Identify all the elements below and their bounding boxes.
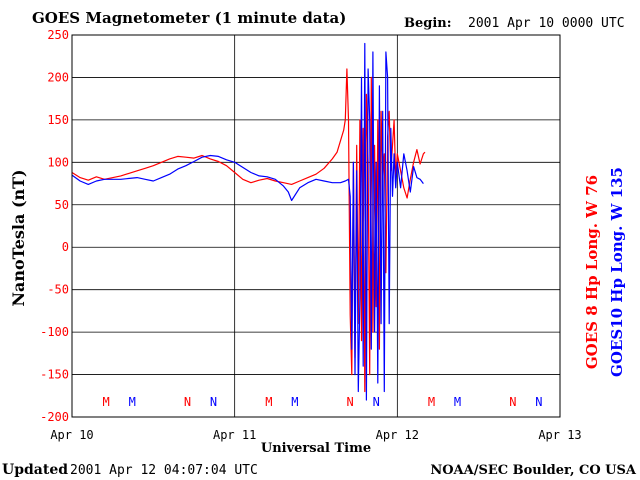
grid bbox=[72, 35, 560, 417]
marker-m: M bbox=[265, 395, 272, 409]
x-tick-label: Apr 11 bbox=[213, 428, 256, 442]
marker-n: N bbox=[210, 395, 217, 409]
updated-value: 2001 Apr 12 04:07:04 UTC bbox=[70, 463, 258, 478]
plot-frame bbox=[71, 34, 561, 418]
y-tick-labels: 250 200 150 100 50 0 -50 -100 -150 -200 bbox=[40, 28, 69, 424]
marker-n: N bbox=[373, 395, 380, 409]
marker-m: M bbox=[103, 395, 110, 409]
marker-m: M bbox=[428, 395, 435, 409]
chart-title: GOES Magnetometer (1 minute data) bbox=[32, 9, 346, 27]
marker-n: N bbox=[535, 395, 542, 409]
y-tick-label: -50 bbox=[47, 283, 69, 297]
marker-m: M bbox=[454, 395, 461, 409]
x-tick-labels: Apr 10 Apr 11 Apr 12 Apr 13 bbox=[50, 428, 581, 442]
legend-goes10: GOES10 Hp Long. W 135 bbox=[608, 167, 626, 377]
x-tick-label: Apr 12 bbox=[376, 428, 419, 442]
x-axis-label: Universal Time bbox=[261, 441, 371, 456]
legend-goes8: GOES 8 Hp Long. W 76 bbox=[583, 175, 601, 369]
y-tick-label: -150 bbox=[40, 368, 69, 382]
y-tick-label: -100 bbox=[40, 325, 69, 339]
series-lines bbox=[71, 42, 426, 401]
y-tick-label: 50 bbox=[55, 198, 69, 212]
marker-n: N bbox=[184, 395, 191, 409]
marker-n: N bbox=[347, 395, 354, 409]
source-credit: NOAA/SEC Boulder, CO USA bbox=[430, 463, 637, 478]
x-tick-label: Apr 13 bbox=[538, 428, 581, 442]
series-line-goes10 bbox=[71, 42, 424, 401]
y-tick-label: 200 bbox=[47, 70, 69, 84]
y-tick-label: -200 bbox=[40, 410, 69, 424]
updated-label: Updated bbox=[2, 462, 68, 478]
x-tick-label: Apr 10 bbox=[50, 428, 93, 442]
marker-m: M bbox=[129, 395, 136, 409]
marker-n: N bbox=[509, 395, 516, 409]
y-tick-label: 0 bbox=[62, 240, 69, 254]
y-tick-label: 100 bbox=[47, 155, 69, 169]
begin-label: Begin: bbox=[404, 16, 452, 31]
y-tick-label: 150 bbox=[47, 113, 69, 127]
marker-m: M bbox=[291, 395, 298, 409]
y-tick-label: 250 bbox=[47, 28, 69, 42]
y-axis-label: NanoTesla (nT) bbox=[9, 169, 28, 306]
begin-value: 2001 Apr 10 0000 UTC bbox=[468, 16, 625, 31]
